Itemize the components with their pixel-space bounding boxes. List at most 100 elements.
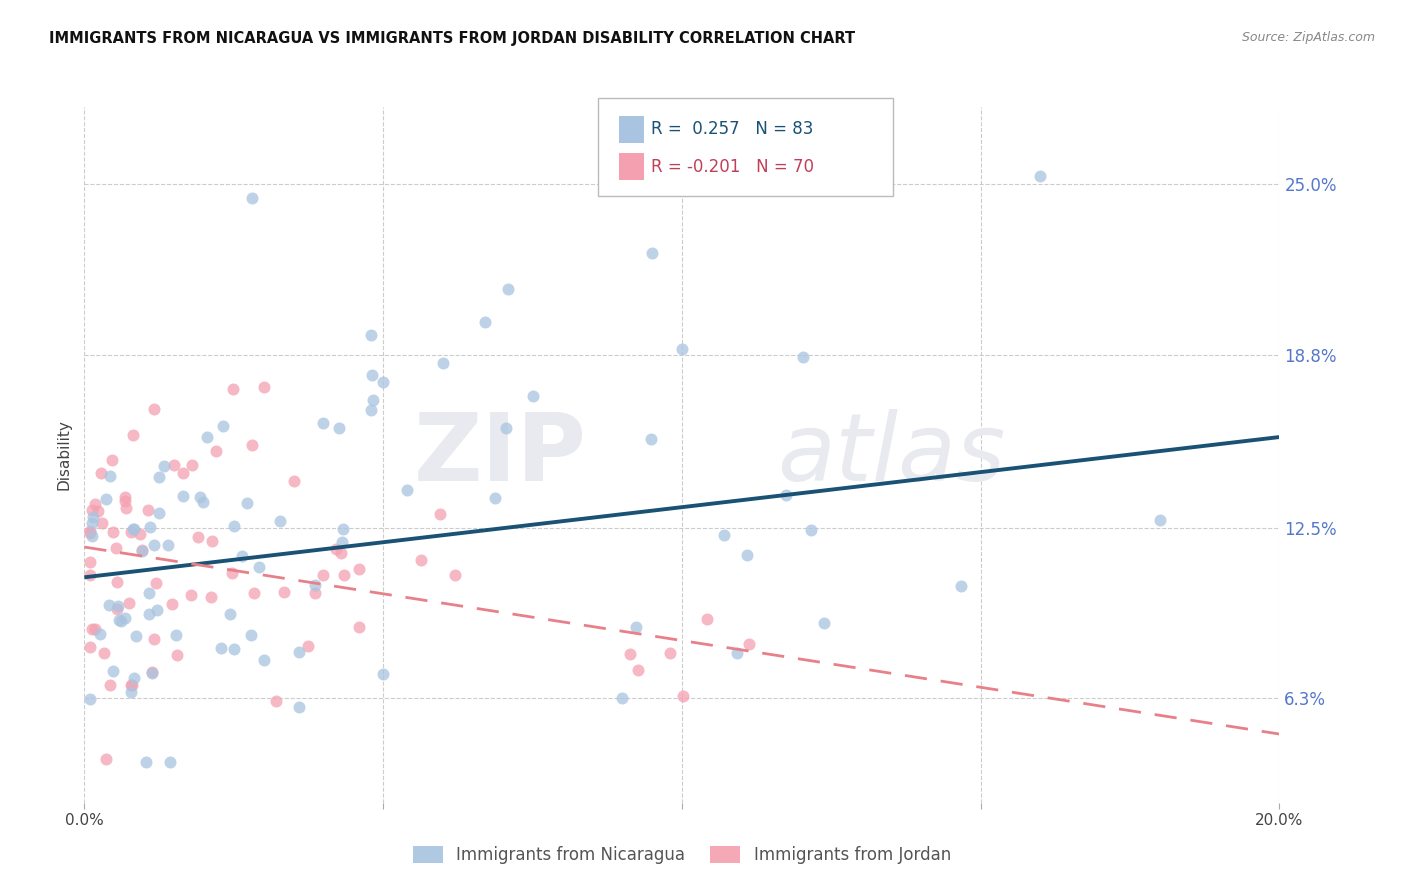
Point (87, 503, 110, 517)
Point (253, 380, 276, 394)
Point (360, 328, 382, 343)
Legend: Immigrants from Nicaragua, Immigrants from Jordan: Immigrants from Nicaragua, Immigrants fr… (406, 839, 957, 871)
Point (98, 598, 121, 612)
Point (240, 438, 263, 452)
Point (172, 466, 194, 480)
Point (775, 488, 797, 502)
Point (107, 599, 129, 614)
Point (444, 567, 467, 582)
Point (125, 629, 148, 643)
Point (641, 245, 664, 260)
Point (121, 677, 143, 691)
Point (349, 620, 371, 634)
Point (222, 519, 245, 533)
Point (205, 443, 228, 458)
Point (163, 458, 186, 472)
Point (105, 541, 128, 556)
Point (114, 611, 136, 625)
Point (239, 628, 262, 642)
Point (231, 549, 253, 563)
Point (101, 453, 124, 467)
Point (240, 191, 263, 205)
Point (193, 495, 215, 509)
Point (522, 389, 544, 403)
Point (181, 458, 204, 472)
Point (211, 419, 233, 434)
Point (188, 490, 211, 504)
Point (141, 665, 163, 679)
Point (496, 282, 519, 296)
Point (495, 421, 517, 435)
Point (200, 590, 222, 604)
Point (195, 430, 218, 444)
Point (672, 689, 695, 703)
Point (209, 640, 232, 655)
Point (658, 646, 681, 660)
Point (114, 493, 136, 508)
Point (325, 542, 347, 557)
Point (373, 666, 395, 681)
Point (122, 428, 145, 442)
Point (80, 503, 103, 517)
Point (135, 755, 157, 769)
Point (108, 613, 131, 627)
Point (124, 672, 146, 686)
Point (83, 622, 105, 636)
Point (120, 678, 142, 692)
Point (1149, 512, 1171, 526)
Point (328, 421, 350, 435)
Point (79, 524, 101, 538)
Point (120, 525, 142, 540)
Point (159, 755, 181, 769)
Point (79, 568, 101, 582)
Point (110, 614, 132, 628)
Point (288, 644, 311, 658)
Point (395, 483, 418, 497)
Point (156, 538, 179, 552)
Point (249, 560, 271, 574)
Point (349, 562, 371, 576)
Point (312, 417, 335, 431)
Point (735, 548, 758, 562)
Text: ZIP: ZIP (413, 409, 586, 501)
Point (90, 467, 112, 481)
Point (800, 524, 823, 538)
Point (283, 474, 305, 488)
Point (222, 641, 245, 656)
Point (1029, 169, 1052, 183)
Point (432, 356, 454, 370)
Point (82, 516, 104, 530)
Point (84, 497, 107, 511)
Point (624, 619, 647, 633)
Point (101, 665, 124, 679)
Point (138, 586, 160, 600)
Point (82, 509, 104, 524)
Point (738, 637, 761, 651)
Point (80, 622, 103, 636)
Point (429, 507, 451, 521)
Point (79, 691, 101, 706)
Point (484, 491, 506, 505)
Text: atlas: atlas (778, 409, 1005, 500)
Point (98, 469, 121, 483)
Point (264, 694, 287, 708)
Point (222, 382, 245, 396)
Text: R =  0.257   N = 83: R = 0.257 N = 83 (651, 120, 813, 138)
Point (333, 567, 356, 582)
Point (619, 647, 641, 661)
Point (138, 607, 160, 622)
Point (122, 522, 145, 536)
Point (122, 522, 145, 536)
Point (218, 607, 240, 622)
Point (330, 534, 353, 549)
Point (361, 392, 384, 407)
Point (332, 522, 354, 536)
Point (114, 490, 136, 504)
Point (180, 588, 202, 602)
Point (94, 752, 117, 766)
Point (297, 639, 319, 653)
Point (142, 401, 165, 416)
Point (103, 525, 125, 540)
Point (105, 601, 128, 615)
Point (98, 678, 121, 692)
